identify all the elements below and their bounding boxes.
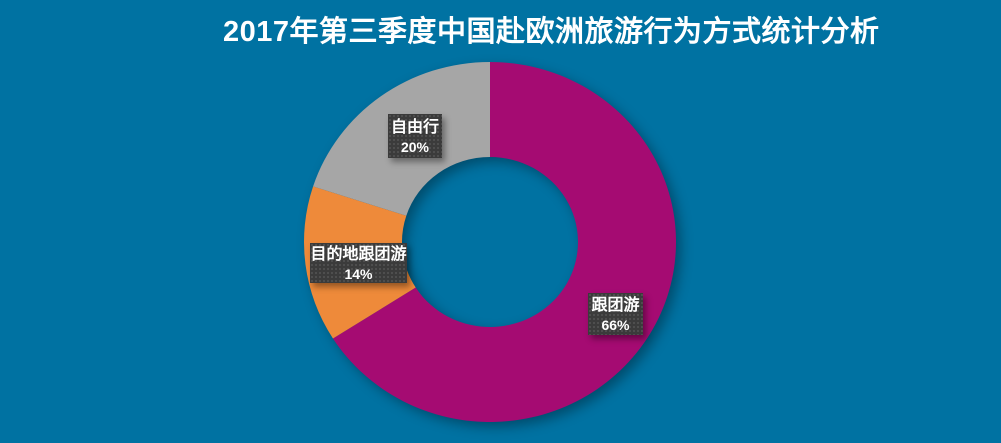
slice-label-text: 目的地跟团游 [310,245,407,263]
chart-title: 2017年第三季度中国赴欧洲旅游行为方式统计分析 [223,16,880,48]
slice-label-group-tour: 跟团游 66% [588,293,643,335]
slice-label-text: 跟团游 [591,296,640,314]
slice-label-text: 自由行 [390,118,439,136]
slice-value-text: 14% [344,265,373,282]
slice-value-text: 66% [601,316,630,333]
slice-label-destination-group-tour: 目的地跟团游 14% [310,243,407,283]
slice-value-text: 20% [400,138,430,155]
slice-label-independent-travel: 自由行 20% [388,114,442,158]
donut-chart [304,62,676,423]
